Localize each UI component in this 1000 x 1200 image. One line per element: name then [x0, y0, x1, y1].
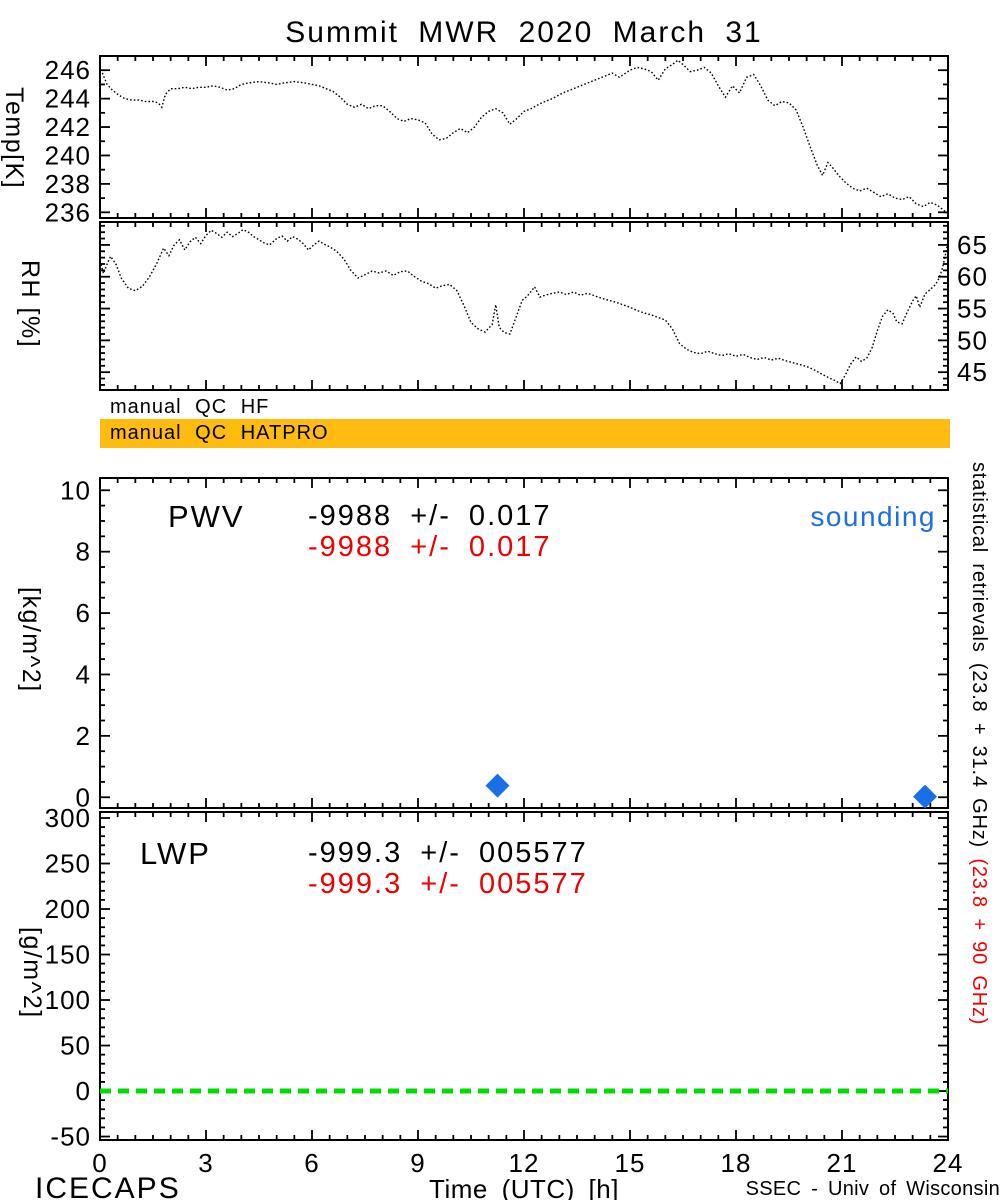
lwp-label: LWP: [140, 836, 211, 871]
x-tick-label: 6: [304, 1148, 319, 1178]
project-name: ICECAPS: [35, 1172, 181, 1200]
sounding-legend: sounding: [810, 501, 936, 532]
pwv-y-tick-label: 8: [76, 537, 91, 567]
pwv-panel: 0 2 4 6 8 10: [60, 475, 949, 812]
temperature-y-tick-label: 236: [45, 197, 91, 227]
lwp-y-tick-label: 50: [60, 1031, 91, 1061]
lwp-y-tick-label: -50: [50, 1122, 91, 1152]
temperature-panel-border: [99, 55, 949, 219]
pwv-axis-label: [kg/m^2]: [17, 587, 45, 693]
x-tick-label: 15: [615, 1148, 646, 1178]
rh-axis-label: RH [%]: [16, 260, 44, 349]
lwp-y-ticks: [100, 817, 948, 1138]
lwp-stat-red: -999.3 +/- 005577: [308, 868, 588, 900]
x-tick-labels: 0 3 6 9 12 15 18 21 24: [92, 1148, 964, 1178]
pwv-y-tick-labels: 0 2 4 6 8 10: [60, 475, 91, 812]
pwv-y-tick-label: 0: [76, 782, 91, 812]
lwp-y-tick-label: 200: [45, 894, 91, 924]
temperature-y-tick-label: 238: [45, 169, 91, 199]
page-title: Summit MWR 2020 March 31: [285, 16, 763, 49]
relative-humidity-y-tick-label: 45: [957, 357, 988, 387]
temperature-y-tick-label: 246: [45, 55, 91, 85]
qc-hatpro-bar: manual QC HATPRO: [100, 419, 950, 448]
pwv-stat-red: -9988 +/- 0.017: [308, 531, 552, 563]
lwp-y-tick-label: 100: [45, 985, 91, 1015]
temperature-y-tick-label: 242: [45, 112, 91, 142]
temperature-x-ticks: [99, 56, 949, 218]
relative-humidity-y-tick-label: 55: [957, 294, 988, 324]
relative-humidity-y-tick-label: 65: [957, 230, 988, 260]
temperature-series: [99, 59, 949, 215]
x-tick-label: 3: [198, 1148, 213, 1178]
relative-humidity-series: [99, 228, 949, 385]
pwv-y-tick-label: 4: [76, 659, 91, 689]
retrieval-note-black: statistical retrievals (23.8 + 31.4 GHz): [968, 462, 990, 849]
temp-axis-label: Temp[K]: [0, 87, 28, 190]
credit-text: SSEC - Univ of Wisconsin: [745, 1178, 1000, 1200]
qc-hf-label: manual QC HF: [110, 396, 270, 418]
relative-humidity-y-tick-label: 60: [957, 262, 988, 292]
x-tick-label: 0: [92, 1148, 107, 1178]
lwp-y-tick-label: 250: [45, 849, 91, 879]
lwp-axis-label: [g/m^2]: [18, 927, 46, 1019]
lwp-y-tick-labels: -50 0 50 100 150 200 250 300: [45, 803, 91, 1152]
pwv-diamond-marker: [485, 773, 510, 798]
right-margin-note: statistical retrievals (23.8 + 31.4 GHz)…: [968, 462, 990, 1025]
qc-hatpro-label: manual QC HATPRO: [110, 422, 329, 444]
x-tick-label: 12: [509, 1148, 540, 1178]
pwv-x-ticks: [99, 478, 949, 808]
x-axis-label: Time (UTC) [h]: [429, 1174, 619, 1200]
pwv-y-tick-label: 6: [76, 598, 91, 628]
lwp-x-ticks: [99, 812, 949, 1140]
lwp-y-tick-label: 0: [76, 1076, 91, 1106]
lwp-stat-black: -999.3 +/- 005577: [308, 837, 588, 869]
pwv-diamond-marker: [913, 784, 938, 809]
pwv-y-tick-label: 2: [76, 721, 91, 751]
lwp-y-tick-label: 300: [45, 803, 91, 833]
relative-humidity-x-ticks: [99, 222, 949, 390]
x-tick-label: 18: [721, 1148, 752, 1178]
relative-humidity-panel-border: [99, 221, 949, 391]
x-tick-label: 21: [827, 1148, 858, 1178]
pwv-y-tick-label: 10: [60, 475, 91, 505]
temperature-y-tick-label: 240: [45, 140, 91, 170]
relative-humidity-y-ticks: [100, 224, 948, 386]
x-tick-label: 24: [933, 1148, 964, 1178]
pwv-y-ticks: [100, 489, 948, 799]
pwv-stat-black: -9988 +/- 0.017: [308, 500, 552, 532]
x-tick-label: 9: [410, 1148, 425, 1178]
lwp-y-tick-label: 150: [45, 940, 91, 970]
pwv-label: PWV: [168, 499, 245, 534]
temperature-y-tick-label: 244: [45, 84, 91, 114]
temperature-y-ticks: [100, 55, 948, 214]
lwp-panel: -50 0 50 100 150 200 250 300: [45, 803, 949, 1152]
retrieval-note-red: (23.8 + 90 GHz): [968, 858, 990, 1026]
relative-humidity-y-tick-label: 50: [957, 325, 988, 355]
